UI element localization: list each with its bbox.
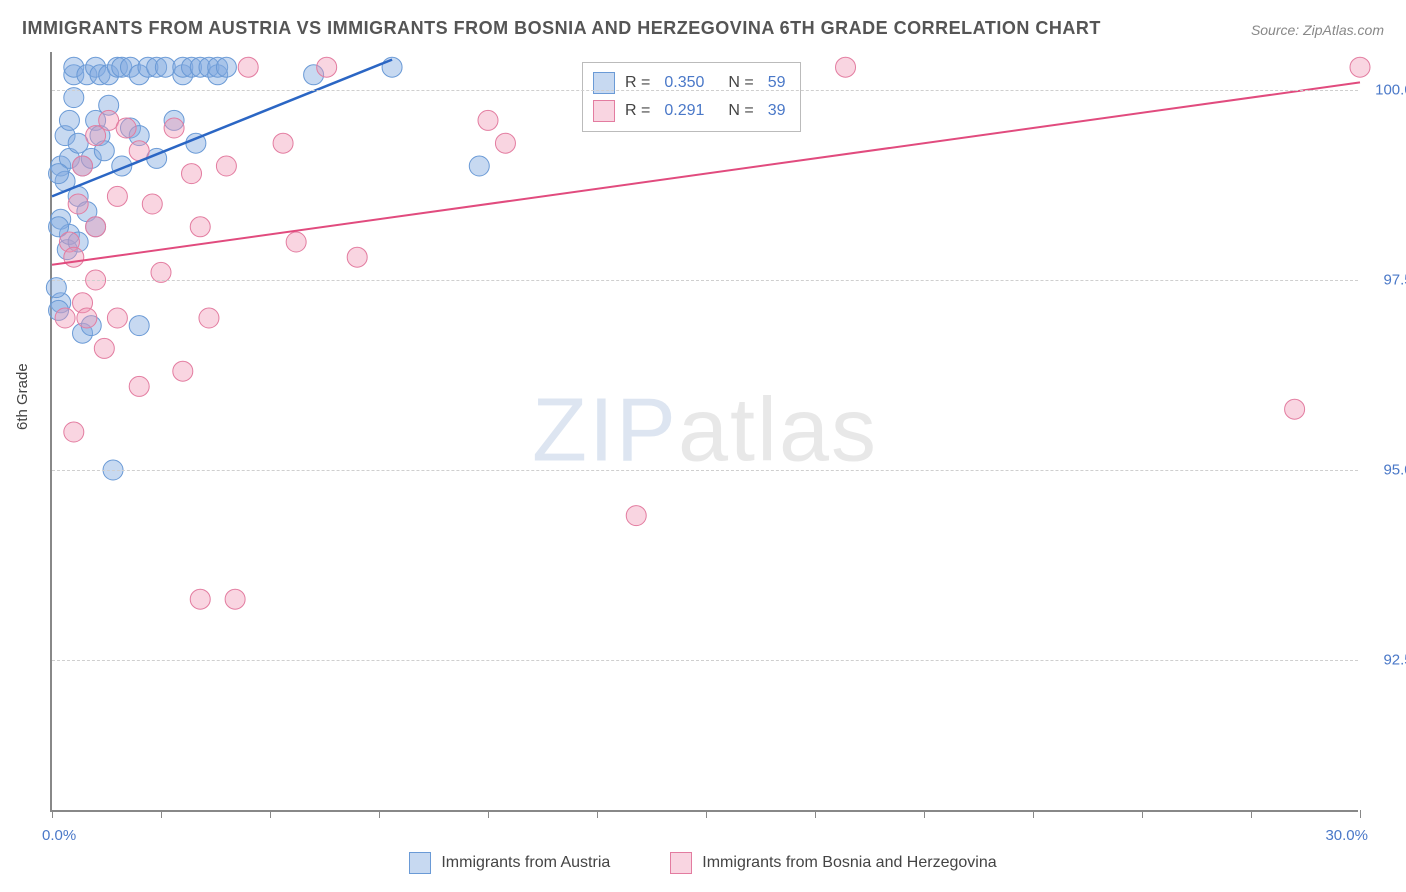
- data-point: [216, 57, 236, 77]
- legend-n-label: N =: [728, 69, 753, 97]
- legend-row: R = 0.350 N = 59: [593, 69, 786, 97]
- bottom-legend-item: Immigrants from Bosnia and Herzegovina: [670, 852, 996, 874]
- data-point: [73, 156, 93, 176]
- data-point: [129, 376, 149, 396]
- data-point: [94, 338, 114, 358]
- x-tick: [161, 810, 162, 818]
- data-point: [286, 232, 306, 252]
- data-point: [182, 164, 202, 184]
- scatter-svg: [52, 52, 1358, 810]
- y-tick-label: 95.0%: [1366, 462, 1406, 479]
- legend-r-label: R =: [625, 69, 650, 97]
- data-point: [107, 308, 127, 328]
- legend-n-value: 59: [768, 69, 786, 97]
- x-axis-min-label: 0.0%: [42, 827, 76, 844]
- data-point: [116, 118, 136, 138]
- legend-r-label: R =: [625, 97, 650, 125]
- legend-r-value: 0.350: [664, 69, 704, 97]
- data-point: [626, 506, 646, 526]
- x-tick: [1142, 810, 1143, 818]
- data-point: [64, 247, 84, 267]
- x-tick: [924, 810, 925, 818]
- chart-plot-area: ZIPatlas R =0.350N =59R =0.291N =39 0.0%…: [50, 52, 1358, 812]
- data-point: [273, 133, 293, 153]
- y-tick-label: 100.0%: [1366, 82, 1406, 99]
- data-point: [495, 133, 515, 153]
- data-point: [77, 308, 97, 328]
- data-point: [64, 422, 84, 442]
- bottom-legend-label: Immigrants from Bosnia and Herzegovina: [702, 854, 996, 872]
- y-tick-label: 97.5%: [1366, 272, 1406, 289]
- y-tick-label: 92.5%: [1366, 652, 1406, 669]
- x-tick: [52, 810, 53, 818]
- data-point: [836, 57, 856, 77]
- data-point: [478, 110, 498, 130]
- gridline: [52, 470, 1358, 471]
- data-point: [86, 217, 106, 237]
- data-point: [469, 156, 489, 176]
- legend-swatch: [670, 852, 692, 874]
- data-point: [216, 156, 236, 176]
- bottom-legend-item: Immigrants from Austria: [409, 852, 610, 874]
- data-point: [1350, 57, 1370, 77]
- x-tick: [1033, 810, 1034, 818]
- data-point: [129, 316, 149, 336]
- data-point: [190, 589, 210, 609]
- gridline: [52, 90, 1358, 91]
- x-tick: [270, 810, 271, 818]
- x-tick: [1251, 810, 1252, 818]
- x-tick: [1360, 810, 1361, 818]
- legend-swatch: [409, 852, 431, 874]
- x-tick: [815, 810, 816, 818]
- gridline: [52, 280, 1358, 281]
- data-point: [347, 247, 367, 267]
- gridline: [52, 660, 1358, 661]
- x-tick: [488, 810, 489, 818]
- legend-row: R = 0.291 N = 39: [593, 97, 786, 125]
- y-axis-label: 6th Grade: [14, 363, 31, 430]
- legend-r-value: 0.291: [664, 97, 704, 125]
- data-point: [107, 186, 127, 206]
- data-point: [142, 194, 162, 214]
- x-tick: [379, 810, 380, 818]
- x-tick: [706, 810, 707, 818]
- x-tick: [597, 810, 598, 818]
- data-point: [238, 57, 258, 77]
- data-point: [225, 589, 245, 609]
- bottom-legend-label: Immigrants from Austria: [441, 854, 610, 872]
- data-point: [49, 164, 69, 184]
- legend-n-label: N =: [728, 97, 753, 125]
- data-point: [164, 118, 184, 138]
- data-point: [68, 194, 88, 214]
- data-point: [190, 217, 210, 237]
- series-legend: Immigrants from Austria Immigrants from B…: [0, 852, 1406, 874]
- data-point: [317, 57, 337, 77]
- data-point: [59, 110, 79, 130]
- legend-swatch: [593, 100, 615, 122]
- legend-n-value: 39: [768, 97, 786, 125]
- source-label: Source: ZipAtlas.com: [1251, 22, 1384, 38]
- data-point: [173, 361, 193, 381]
- data-point: [1285, 399, 1305, 419]
- x-axis-max-label: 30.0%: [1325, 827, 1368, 844]
- data-point: [199, 308, 219, 328]
- correlation-legend: R = 0.350 N = 59 R = 0.291 N = 39: [582, 62, 801, 132]
- chart-title: IMMIGRANTS FROM AUSTRIA VS IMMIGRANTS FR…: [22, 18, 1101, 39]
- data-point: [55, 308, 75, 328]
